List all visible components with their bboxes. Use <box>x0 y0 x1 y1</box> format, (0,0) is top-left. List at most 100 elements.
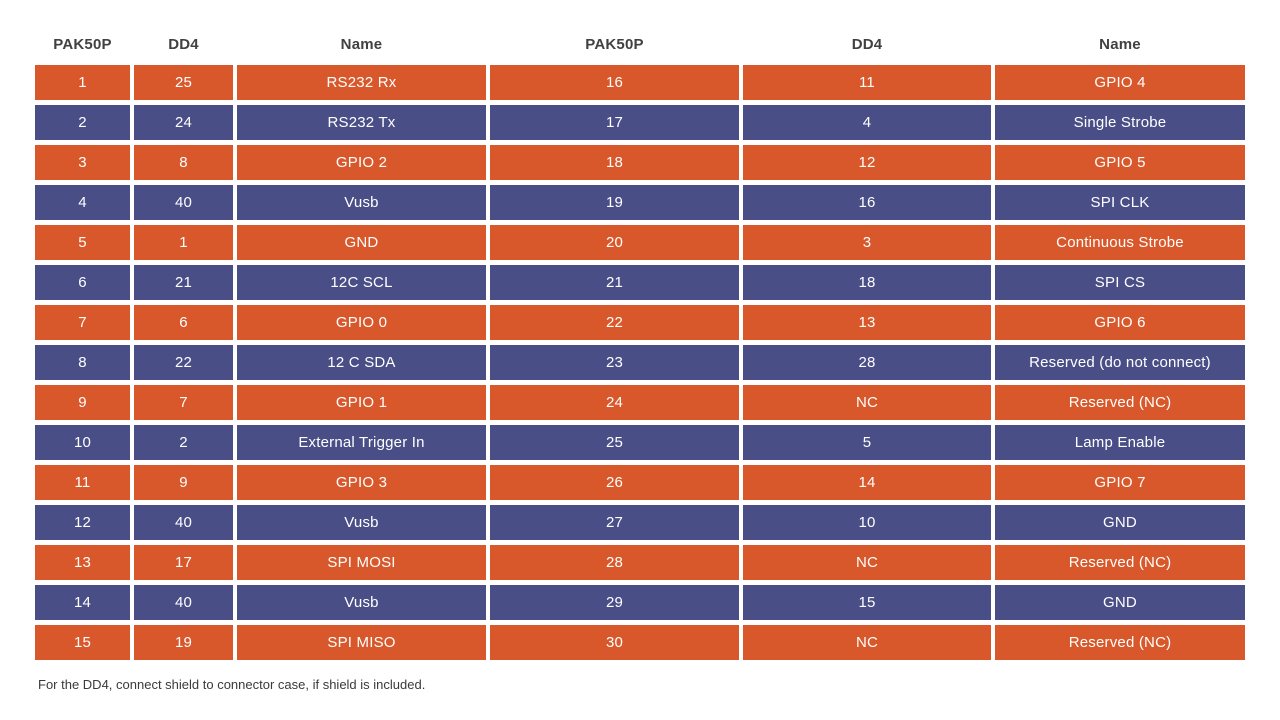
cell-left-pak50p: 2 <box>35 105 130 140</box>
cell-right-name: Reserved (do not connect) <box>995 345 1245 380</box>
header-name: Name <box>1099 35 1141 53</box>
cell-right-pak50p: 22 <box>490 305 739 340</box>
cell-right-pak50p: 19 <box>490 185 739 220</box>
cell-left-name: Vusb <box>237 185 486 220</box>
footnote: For the DD4, connect shield to connector… <box>38 677 426 692</box>
cell-right-name: GPIO 6 <box>995 305 1245 340</box>
cell-right-name: SPI CLK <box>995 185 1245 220</box>
cell-left-name: 12C SCL <box>237 265 486 300</box>
cell-left-dd4: 9 <box>134 465 233 500</box>
cell-right-pak50p: 17 <box>490 105 739 140</box>
cell-right-dd4: 5 <box>743 425 991 460</box>
cell-left-pak50p: 6 <box>35 265 130 300</box>
cell-left-pak50p: 1 <box>35 65 130 100</box>
cell-left-name: GPIO 3 <box>237 465 486 500</box>
cell-left-name: GND <box>237 225 486 260</box>
cell-left-dd4: 40 <box>134 585 233 620</box>
cell-left-pak50p: 8 <box>35 345 130 380</box>
cell-right-pak50p: 27 <box>490 505 739 540</box>
cell-right-name: Reserved (NC) <box>995 545 1245 580</box>
header-name: Name <box>340 35 383 53</box>
cell-left-pak50p: 9 <box>35 385 130 420</box>
cell-left-name: GPIO 0 <box>237 305 486 340</box>
header-pak50p: PAK50P <box>53 35 112 53</box>
cell-right-pak50p: 18 <box>490 145 739 180</box>
cell-right-dd4: NC <box>743 545 991 580</box>
cell-left-dd4: 21 <box>134 265 233 300</box>
cell-right-name: Reserved (NC) <box>995 385 1245 420</box>
cell-left-pak50p: 15 <box>35 625 130 660</box>
cell-right-pak50p: 24 <box>490 385 739 420</box>
cell-right-pak50p: 28 <box>490 545 739 580</box>
cell-left-pak50p: 4 <box>35 185 130 220</box>
cell-left-pak50p: 12 <box>35 505 130 540</box>
cell-right-dd4: 11 <box>743 65 991 100</box>
cell-right-name: GPIO 5 <box>995 145 1245 180</box>
cell-right-dd4: 18 <box>743 265 991 300</box>
cell-left-pak50p: 10 <box>35 425 130 460</box>
pinout-table: PAK50P DD4 Name PAK50P DD4 Name 1 25 RS232 Rx 16… <box>35 30 1245 660</box>
cell-right-dd4: 28 <box>743 345 991 380</box>
cell-left-pak50p: 14 <box>35 585 130 620</box>
cell-right-name: Continuous Strobe <box>995 225 1245 260</box>
cell-left-name: GPIO 1 <box>237 385 486 420</box>
cell-left-pak50p: 3 <box>35 145 130 180</box>
cell-left-name: 12 C SDA <box>237 345 486 380</box>
cell-right-name: GND <box>995 585 1245 620</box>
cell-left-dd4: 40 <box>134 505 233 540</box>
cell-left-name: SPI MOSI <box>237 545 486 580</box>
cell-left-dd4: 8 <box>134 145 233 180</box>
cell-left-name: SPI MISO <box>237 625 486 660</box>
cell-right-name: Single Strobe <box>995 105 1245 140</box>
cell-left-dd4: 6 <box>134 305 233 340</box>
cell-right-dd4: 12 <box>743 145 991 180</box>
cell-left-name: External Trigger In <box>237 425 486 460</box>
cell-left-pak50p: 5 <box>35 225 130 260</box>
cell-left-name: GPIO 2 <box>237 145 486 180</box>
table-body: 1 25 RS232 Rx 16 11 GPIO 4 2 24 RS232 Tx 17 4 Singl… <box>35 65 1245 660</box>
cell-right-name: GPIO 7 <box>995 465 1245 500</box>
cell-left-dd4: 17 <box>134 545 233 580</box>
cell-left-dd4: 25 <box>134 65 233 100</box>
cell-right-dd4: 15 <box>743 585 991 620</box>
cell-right-name: Reserved (NC) <box>995 625 1245 660</box>
cell-left-pak50p: 13 <box>35 545 130 580</box>
header-dd4: DD4 <box>851 35 883 53</box>
cell-left-pak50p: 11 <box>35 465 130 500</box>
cell-left-dd4: 19 <box>134 625 233 660</box>
cell-right-dd4: NC <box>743 625 991 660</box>
cell-right-pak50p: 21 <box>490 265 739 300</box>
cell-right-dd4: 10 <box>743 505 991 540</box>
cell-right-pak50p: 26 <box>490 465 739 500</box>
cell-right-pak50p: 16 <box>490 65 739 100</box>
cell-right-pak50p: 29 <box>490 585 739 620</box>
cell-left-dd4: 22 <box>134 345 233 380</box>
cell-left-pak50p: 7 <box>35 305 130 340</box>
cell-right-dd4: 13 <box>743 305 991 340</box>
cell-right-name: Lamp Enable <box>995 425 1245 460</box>
cell-right-name: SPI CS <box>995 265 1245 300</box>
cell-left-dd4: 1 <box>134 225 233 260</box>
cell-right-pak50p: 23 <box>490 345 739 380</box>
header-pak50p: PAK50P <box>585 35 644 53</box>
cell-right-dd4: 14 <box>743 465 991 500</box>
cell-right-dd4: 4 <box>743 105 991 140</box>
cell-left-dd4: 24 <box>134 105 233 140</box>
cell-left-name: Vusb <box>237 505 486 540</box>
table-header-row: PAK50P DD4 Name PAK50P DD4 Name <box>35 30 1245 58</box>
cell-right-dd4: NC <box>743 385 991 420</box>
cell-left-name: RS232 Rx <box>237 65 486 100</box>
cell-right-name: GND <box>995 505 1245 540</box>
cell-right-dd4: 16 <box>743 185 991 220</box>
cell-left-dd4: 40 <box>134 185 233 220</box>
cell-left-name: Vusb <box>237 585 486 620</box>
cell-right-name: GPIO 4 <box>995 65 1245 100</box>
cell-right-pak50p: 30 <box>490 625 739 660</box>
header-dd4: DD4 <box>168 35 199 53</box>
cell-left-dd4: 2 <box>134 425 233 460</box>
cell-left-name: RS232 Tx <box>237 105 486 140</box>
cell-right-dd4: 3 <box>743 225 991 260</box>
cell-right-pak50p: 25 <box>490 425 739 460</box>
cell-right-pak50p: 20 <box>490 225 739 260</box>
